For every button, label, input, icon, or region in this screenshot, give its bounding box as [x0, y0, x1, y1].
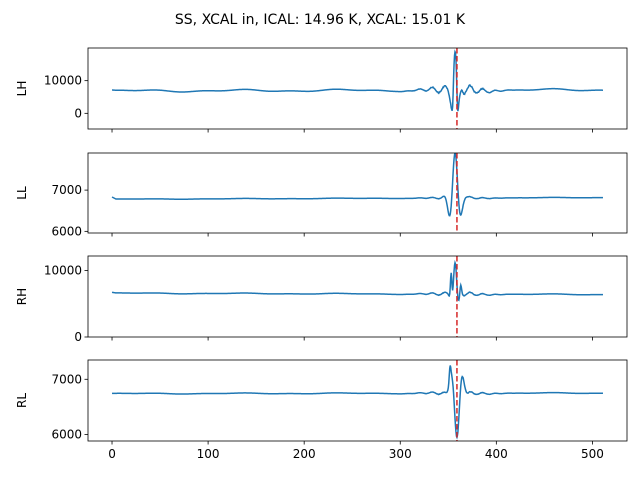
y-axis-label: LL	[15, 186, 29, 200]
y-tick-label: 0	[74, 330, 82, 344]
axes-frame	[87, 359, 628, 442]
y-tick-label: 6000	[51, 224, 82, 238]
axes-frame	[87, 255, 628, 338]
y-axis-label: RL	[15, 393, 29, 408]
panel-rl: 6000 7000 0 100 200 300 400 500 RL	[15, 359, 628, 461]
axes-frame	[87, 47, 628, 130]
x-tick-label: 100	[197, 447, 220, 461]
y-tick-label: 7000	[51, 372, 82, 386]
series-line-ll	[111, 153, 603, 217]
panel-rh: 0 10000 RH	[15, 255, 628, 344]
y-tick-label: 7000	[51, 183, 82, 197]
x-tick-label: 300	[389, 447, 412, 461]
y-axis-label: LH	[15, 81, 29, 97]
series-line-rh	[111, 259, 603, 302]
y-axis-label: RH	[15, 288, 29, 305]
series-line-rl	[112, 365, 603, 440]
panels: 0 10000 LH 6000 7000 LL 0 10000 RH 6000 7000 0 100 20…	[15, 47, 628, 461]
x-tick-label: 500	[581, 447, 604, 461]
series-line-lh	[111, 49, 603, 112]
y-tick-label: 6000	[51, 427, 82, 441]
x-tick-label: 200	[293, 447, 316, 461]
x-tick-label: 400	[485, 447, 508, 461]
y-tick-label: 10000	[44, 264, 82, 278]
y-tick-label: 0	[74, 106, 82, 120]
chart-title: SS, XCAL in, ICAL: 14.96 K, XCAL: 15.01 …	[175, 12, 466, 28]
panel-lh: 0 10000 LH	[15, 47, 628, 133]
axes-frame	[87, 152, 628, 234]
panel-ll: 6000 7000 LL	[15, 152, 628, 238]
x-tick-label: 0	[108, 447, 116, 461]
y-tick-label: 10000	[44, 74, 82, 88]
